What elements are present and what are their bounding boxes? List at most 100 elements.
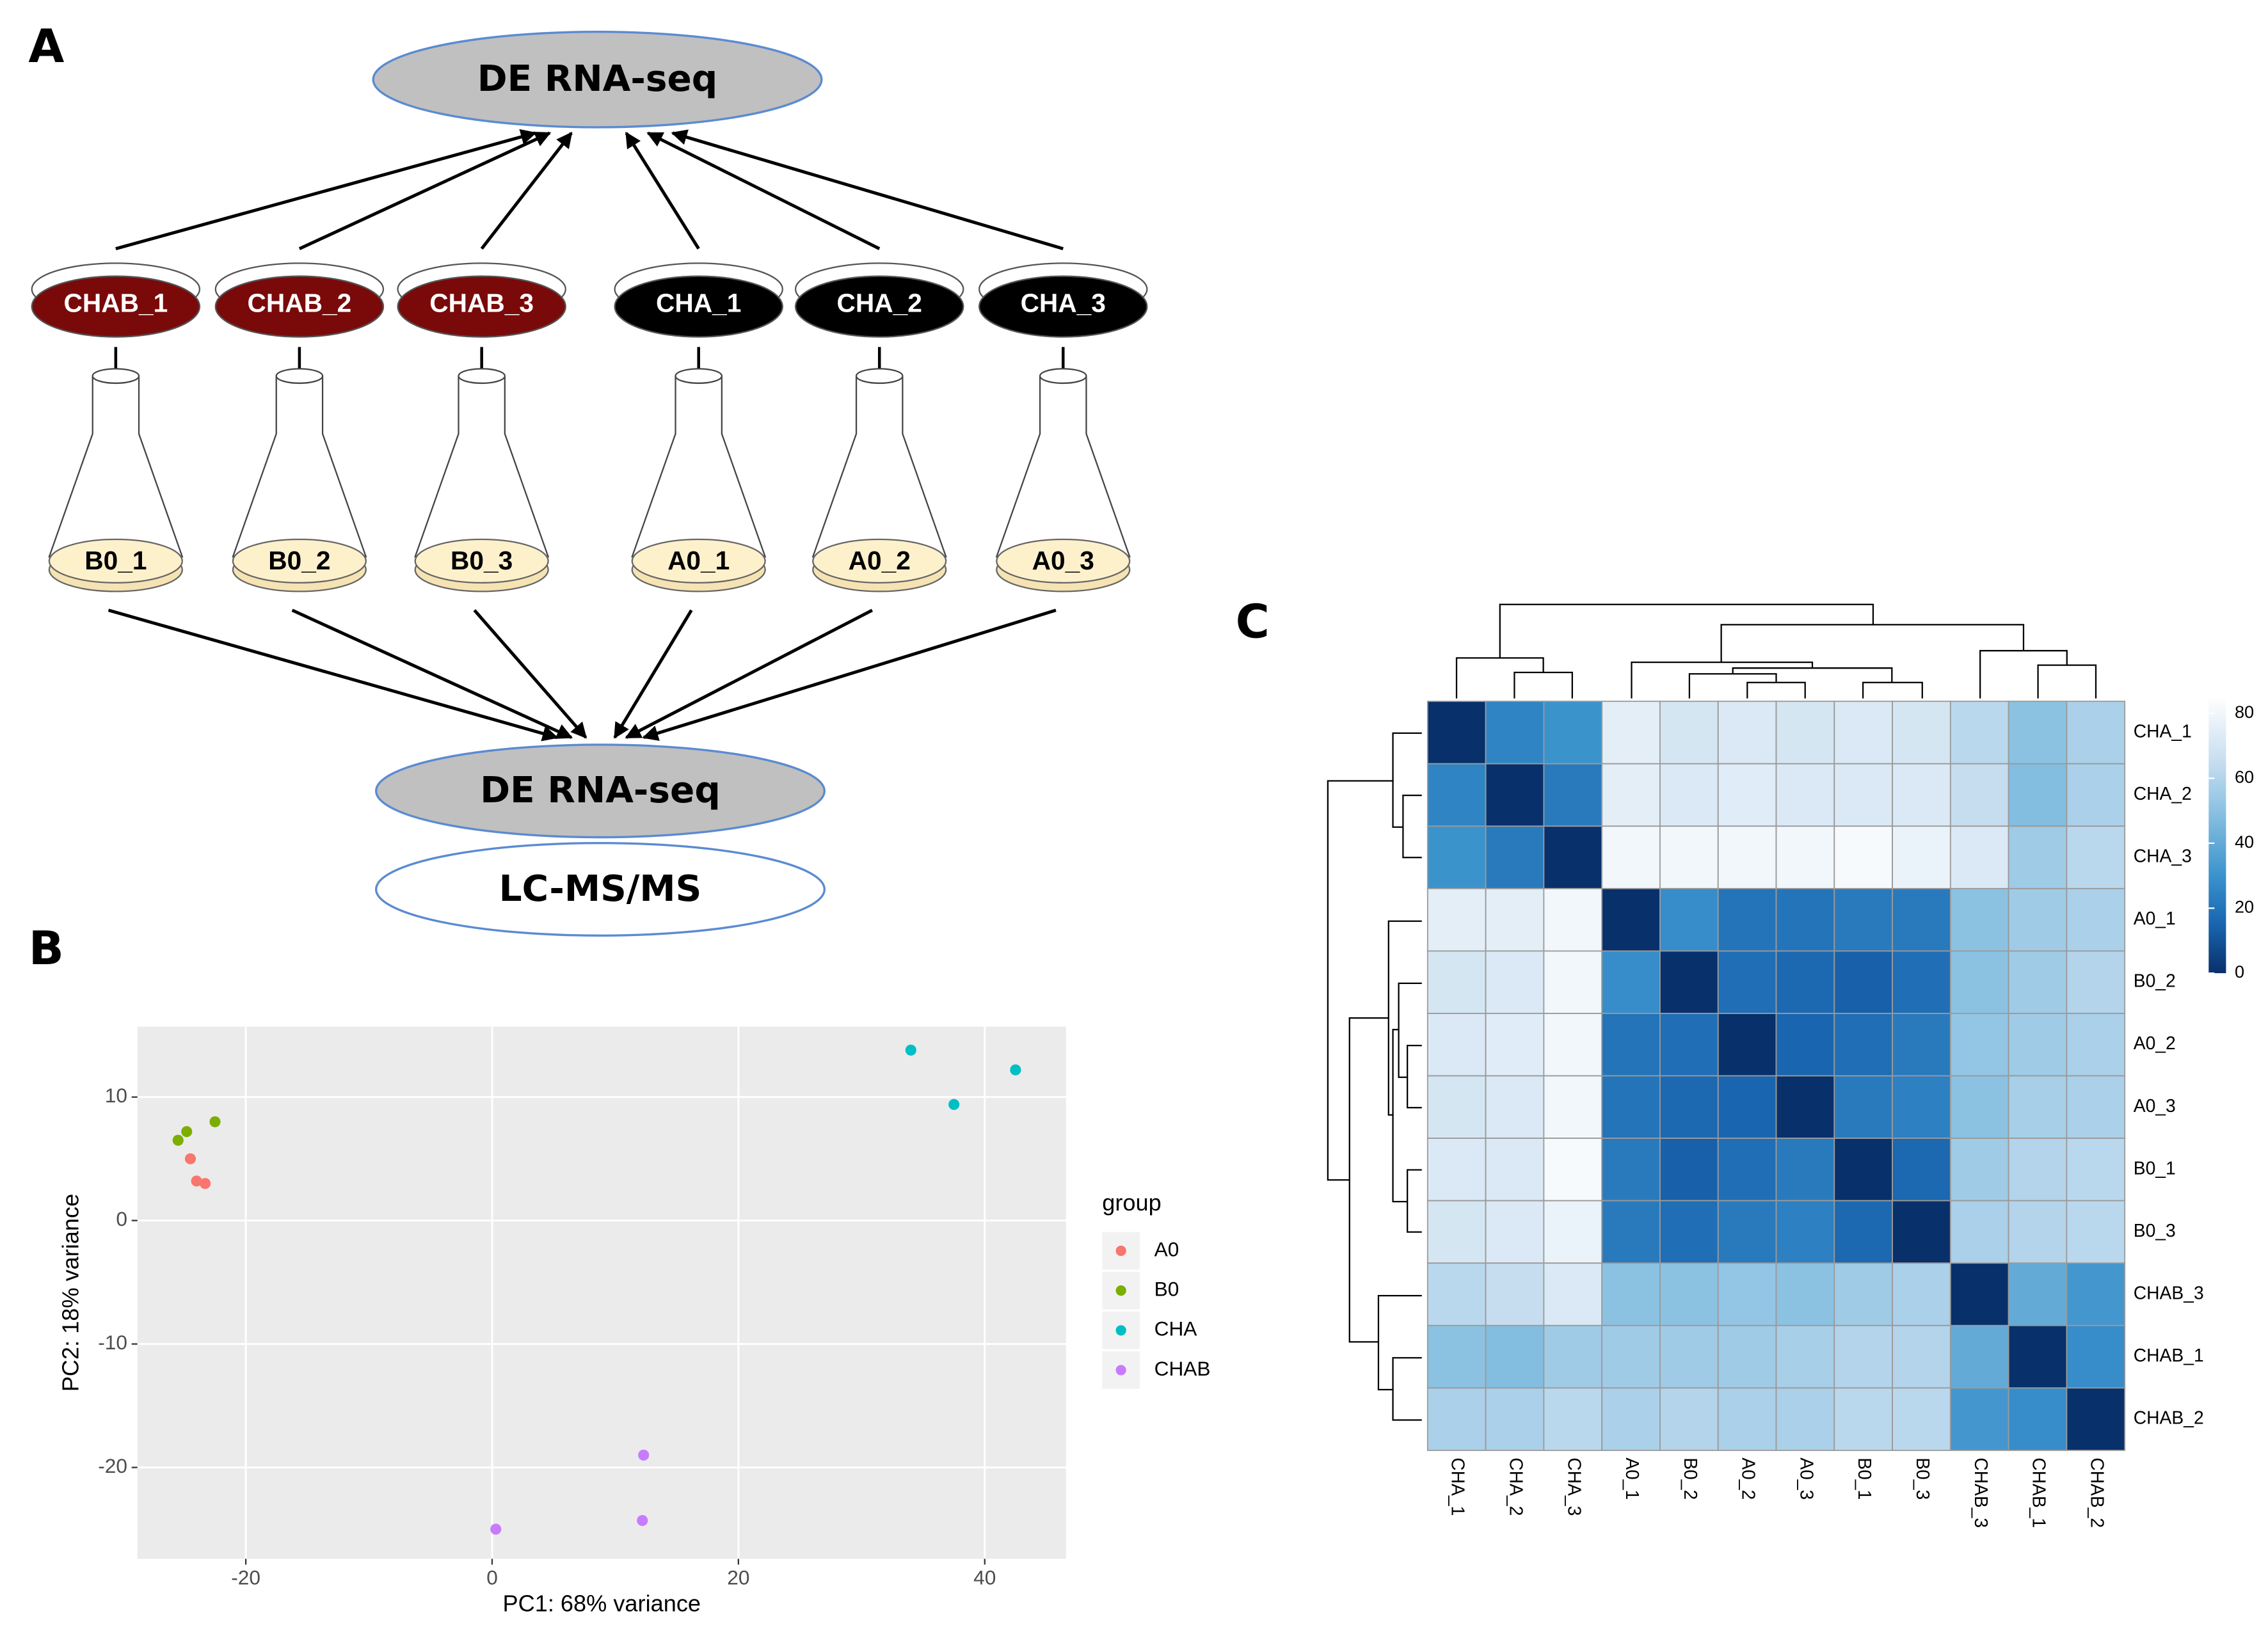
row-label: B0_3 bbox=[2134, 1220, 2176, 1241]
column-label: B0_1 bbox=[1855, 1457, 1875, 1500]
plate bbox=[978, 275, 1148, 338]
cell bbox=[1426, 1200, 1487, 1264]
row-label: B0_1 bbox=[2134, 1157, 2176, 1178]
point bbox=[181, 1126, 193, 1138]
flask-medium bbox=[631, 538, 766, 583]
heatmap: CHA_1 CHA_2 CHA_3 A0_1 B0_2 A0_2 A0_3 B0_1 B0_3 C… bbox=[1426, 697, 2254, 1528]
cell bbox=[1833, 1013, 1893, 1077]
cell bbox=[1717, 1200, 1777, 1264]
cell bbox=[1485, 701, 1545, 765]
x-tick-label: 40 bbox=[973, 1566, 996, 1589]
cell bbox=[1892, 1262, 1951, 1326]
cell bbox=[1833, 701, 1893, 765]
legend-marker bbox=[1115, 1285, 1126, 1296]
cell bbox=[2066, 825, 2126, 889]
cell bbox=[1833, 950, 1893, 1014]
node-label: LC-MS/MS bbox=[499, 868, 702, 910]
legend-label: A0 bbox=[1154, 1237, 1179, 1260]
cell bbox=[2066, 1387, 2126, 1451]
cell bbox=[1543, 1075, 1603, 1139]
legend-marker bbox=[1115, 1325, 1126, 1336]
column-label: A0_2 bbox=[1739, 1457, 1759, 1500]
row-label: A0_3 bbox=[2134, 1095, 2176, 1116]
flask bbox=[48, 376, 184, 558]
column-label: B0_3 bbox=[1913, 1457, 1933, 1500]
cell bbox=[1659, 887, 1719, 952]
x-tick-label: 20 bbox=[727, 1566, 749, 1589]
cell bbox=[2008, 950, 2068, 1014]
cell bbox=[1601, 887, 1661, 952]
cell bbox=[1717, 701, 1777, 765]
cell bbox=[1485, 763, 1545, 827]
arrow bbox=[291, 608, 573, 739]
cell bbox=[1426, 701, 1487, 765]
cell bbox=[2008, 1324, 2068, 1389]
cell bbox=[1659, 1138, 1719, 1202]
cell bbox=[1892, 1138, 1951, 1202]
cell bbox=[1659, 825, 1719, 889]
cell bbox=[1775, 1200, 1835, 1264]
cell bbox=[1485, 1324, 1545, 1389]
x-tick-label: -20 bbox=[231, 1566, 260, 1589]
workflow: CHAB_1 B0_1 CHAB_2 B0_2 CHAB_3 B0_3 CHA_1 A0_1 C… bbox=[31, 129, 1148, 742]
cell bbox=[1426, 1075, 1487, 1139]
cell bbox=[2008, 701, 2068, 765]
cell bbox=[2066, 763, 2126, 827]
cell bbox=[1949, 950, 2009, 1014]
cell bbox=[1892, 1324, 1951, 1389]
cell bbox=[1949, 1138, 2009, 1202]
cell bbox=[1543, 1138, 1603, 1202]
cell bbox=[1485, 1075, 1545, 1139]
cell bbox=[1833, 763, 1893, 827]
cell bbox=[2066, 887, 2126, 952]
cell bbox=[1659, 701, 1719, 765]
cell bbox=[1892, 1013, 1951, 1077]
cell bbox=[2008, 1138, 2068, 1202]
cell bbox=[1485, 950, 1545, 1014]
colorbar-tick-label: 40 bbox=[2235, 832, 2254, 852]
cell bbox=[2008, 887, 2068, 952]
flask-mouth bbox=[458, 368, 506, 385]
cell bbox=[1949, 887, 2009, 952]
cell bbox=[1543, 825, 1603, 889]
arrow bbox=[613, 609, 693, 739]
plate bbox=[31, 275, 201, 338]
cell bbox=[1659, 1387, 1719, 1451]
cell bbox=[1543, 950, 1603, 1014]
y-axis-title: PC2: 18% variance bbox=[58, 1194, 84, 1392]
panel-label: C bbox=[1236, 595, 1270, 649]
cell bbox=[1892, 1075, 1951, 1139]
flask-medium bbox=[812, 538, 947, 583]
flask bbox=[232, 376, 367, 558]
plate-label: CHAB_1 bbox=[63, 289, 168, 318]
colorbar bbox=[2208, 697, 2226, 974]
cell bbox=[1775, 701, 1835, 765]
cell bbox=[1717, 1262, 1777, 1326]
cell bbox=[1426, 763, 1487, 827]
plate bbox=[397, 275, 566, 338]
cell bbox=[1543, 763, 1603, 827]
cell bbox=[1949, 1013, 2009, 1077]
legend-marker bbox=[1115, 1365, 1126, 1376]
arrow bbox=[298, 131, 552, 251]
cell bbox=[1543, 701, 1603, 765]
cell bbox=[2066, 1324, 2126, 1389]
point bbox=[490, 1523, 502, 1535]
arrow bbox=[625, 131, 700, 250]
cell bbox=[1601, 1387, 1661, 1451]
cell bbox=[2066, 701, 2126, 765]
cell bbox=[1659, 1262, 1719, 1326]
legend-label: CHAB bbox=[1154, 1357, 1211, 1380]
arrow bbox=[115, 129, 537, 251]
cell bbox=[2066, 1013, 2126, 1077]
cell bbox=[1892, 1387, 1951, 1451]
flask-mouth bbox=[855, 368, 904, 385]
cell bbox=[1717, 763, 1777, 827]
cell bbox=[1543, 1200, 1603, 1264]
arrow bbox=[625, 608, 874, 739]
row-label: CHA_3 bbox=[2134, 846, 2192, 866]
flask-label: B0_1 bbox=[84, 546, 147, 575]
cell bbox=[1543, 1324, 1603, 1389]
cell bbox=[1775, 1387, 1835, 1451]
cell bbox=[1426, 1262, 1487, 1326]
